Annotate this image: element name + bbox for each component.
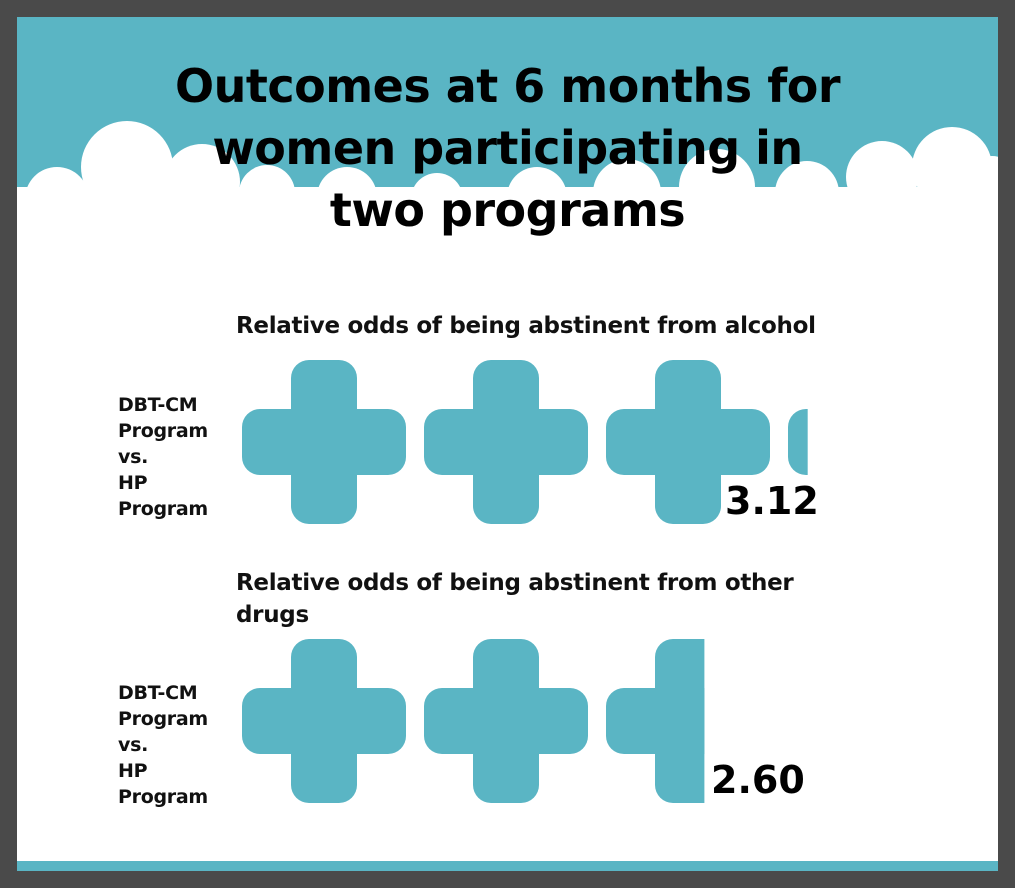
cloud-edge (17, 121, 998, 257)
pictogram-layer (242, 360, 808, 803)
chart-2-value-label: 2.60 (711, 758, 805, 802)
chart-1-value-label: 3.12 (725, 479, 819, 523)
infographic-frame: Outcomes at 6 months for women participa… (17, 17, 998, 871)
header-banner (17, 17, 998, 257)
chart-1-label-line: DBT-CM (118, 394, 198, 416)
chart-1-label-line: vs. (118, 446, 149, 468)
chart-1-label-line: Program (118, 498, 208, 520)
plus-cross-icon (424, 639, 588, 803)
chart-2-label-line: HP (118, 760, 148, 782)
footer-band (17, 861, 998, 871)
chart-1-category-label: DBT-CM Program vs. HP Program (118, 392, 238, 522)
chart-2-label-line: DBT-CM (118, 682, 198, 704)
chart-2-label-line: Program (118, 786, 208, 808)
plus-cross-icon (242, 639, 406, 803)
plus-cross-icon (424, 360, 588, 524)
chart-2-category-label: DBT-CM Program vs. HP Program (118, 680, 238, 810)
chart-1-label-line: Program (118, 420, 208, 442)
plus-cross-icon (242, 360, 406, 524)
chart-1-title: Relative odds of being abstinent from al… (236, 313, 816, 339)
page-title: Outcomes at 6 months for women participa… (174, 59, 841, 237)
chart-2-title: Relative odds of being abstinent from ot… (236, 570, 794, 628)
partial-plus-cross-icon (788, 409, 808, 475)
partial-plus-cross-icon (606, 639, 705, 803)
chart-2-label-line: vs. (118, 734, 149, 756)
chart-1-label-line: HP (118, 472, 148, 494)
plus-cross-icon (606, 360, 770, 524)
chart-2-label-line: Program (118, 708, 208, 730)
